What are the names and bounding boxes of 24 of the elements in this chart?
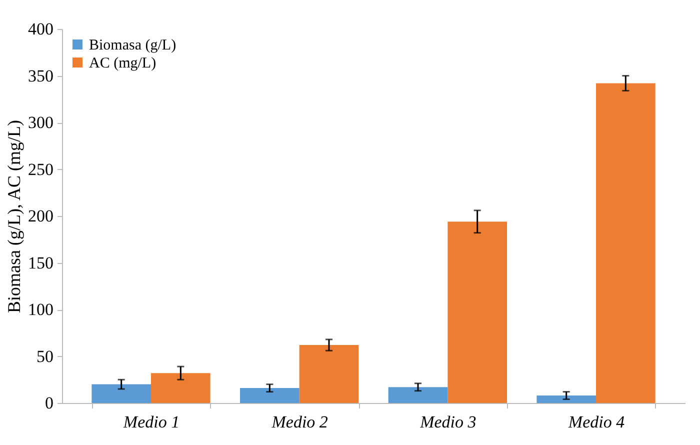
- bar: [299, 345, 359, 403]
- bar: [536, 396, 596, 403]
- x-tick-label: Medio 1: [122, 412, 180, 432]
- y-tick-label: 400: [28, 20, 54, 38]
- y-tick-label: 350: [28, 66, 54, 86]
- bar: [151, 373, 210, 403]
- bar: [388, 387, 448, 403]
- y-tick-label: 250: [28, 160, 54, 179]
- y-tick-label: 0: [45, 394, 54, 412]
- y-axis-title: Biomasa (g/L), AC (mg/L): [4, 120, 24, 313]
- bar: [240, 388, 300, 403]
- bar: [596, 83, 656, 403]
- y-tick-label: 300: [28, 113, 54, 132]
- x-tick-label: Medio 4: [567, 412, 626, 432]
- x-tick-label: Medio 2: [270, 412, 328, 432]
- x-tick-label: Medio 3: [419, 412, 476, 432]
- legend-label: Biomasa (g/L): [89, 38, 176, 54]
- y-tick-label: 150: [28, 253, 54, 272]
- y-tick-label: 50: [36, 346, 54, 366]
- y-tick-label: 100: [28, 300, 54, 319]
- bar: [92, 384, 151, 403]
- legend-label: AC (mg/L): [89, 56, 156, 72]
- bar: [448, 222, 507, 403]
- y-tick-label: 200: [28, 206, 54, 226]
